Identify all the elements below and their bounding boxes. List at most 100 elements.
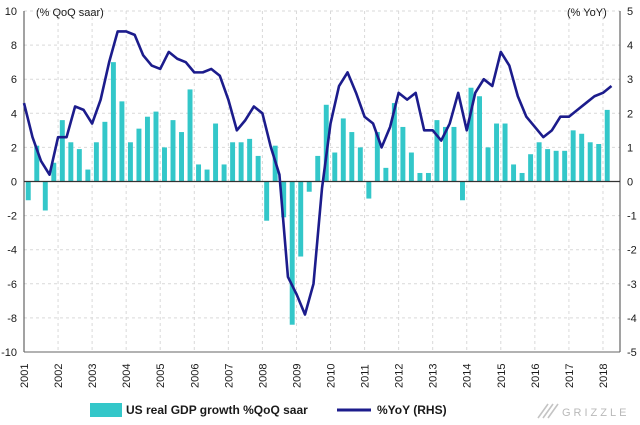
left-tick-label: 6 [11,74,17,86]
gdp-bar [179,132,184,182]
gdp-bar [340,118,346,182]
gdp-bar [434,120,440,182]
gdp-bar [136,128,142,182]
right-tick-label: -3 [627,279,637,291]
gdp-bar [357,147,363,182]
gdp-bar [596,143,602,182]
year-tick-label: 2001 [19,364,31,388]
gdp-bar [519,172,525,182]
gdp-bar [417,172,423,182]
gdp-bar [562,150,568,182]
gdp-bar [119,101,125,182]
gdp-bar [221,164,227,182]
gdp-bar [298,181,304,257]
gdp-bar [553,150,559,182]
gdp-bar [93,142,99,182]
legend-bar-swatch [90,403,122,417]
gdp-bar [85,169,91,182]
gdp-bar [204,169,210,182]
right-tick-label: 3 [627,74,633,86]
gdp-bar [477,96,482,182]
brand-name: GRIZZLE [562,407,629,419]
gdp-bar [536,142,542,182]
gdp-bar [587,142,593,182]
right-tick-label: -5 [627,347,637,359]
gdp-bar [545,149,551,182]
year-tick-label: 2008 [257,364,269,388]
right-axis-label: (% YoY) [567,7,607,19]
gdp-bar [400,126,406,182]
gdp-bar [528,154,534,182]
gdp-bar [102,121,108,182]
gdp-bar [187,89,193,182]
left-tick-label: 2 [11,142,17,154]
gdp-bar [468,87,474,182]
year-tick-label: 2011 [360,364,372,388]
gdp-bar [460,181,465,201]
year-tick-label: 2018 [598,364,610,388]
right-tick-label: 0 [627,177,633,189]
gdp-bar [144,116,150,182]
gdp-bar [374,132,380,182]
gdp-bar [255,155,261,182]
left-tick-label: 0 [11,177,17,189]
year-tick-label: 2015 [496,364,508,388]
gdp-bar [511,164,517,182]
gdp-bar [127,142,133,182]
gdp-bar [68,142,74,182]
gdp-bar [59,120,65,182]
year-tick-label: 2016 [530,364,542,388]
left-tick-label: -8 [7,313,17,325]
year-tick-label: 2012 [394,364,406,388]
gdp-bar [281,181,287,218]
gdp-bar [110,62,116,182]
right-tick-label: 5 [627,6,633,18]
gdp-bar [42,181,48,211]
legend-bar-label: US real GDP growth %QoQ saar [126,403,308,417]
year-tick-label: 2009 [291,364,303,388]
right-tick-label: 1 [627,142,633,154]
left-tick-label: -6 [7,279,17,291]
legend-line-label: %YoY (RHS) [377,403,447,417]
right-tick-label: 2 [627,108,633,120]
gdp-bar [34,145,40,182]
left-axis-label: (% QoQ saar) [36,7,104,19]
year-tick-label: 2013 [428,364,440,388]
left-tick-label: 4 [11,108,17,120]
left-tick-label: -2 [7,211,17,223]
gdp-bar [289,181,295,325]
gdp-bar [25,181,31,201]
gdp-bar [425,172,431,182]
line-series [22,30,613,316]
gdp-bar [162,147,167,182]
gdp-bar [604,109,610,182]
gdp-bar [391,103,397,182]
gdp-bar [451,126,457,182]
gdp-bar [332,152,338,182]
gdp-bar [323,104,329,182]
year-tick-label: 2007 [223,364,235,388]
gdp-bar [315,155,321,182]
year-tick-label: 2005 [155,364,167,388]
left-tick-label: 8 [11,40,17,52]
gdp-bar [502,123,508,182]
year-tick-label: 2017 [564,364,576,388]
right-tick-label: -2 [627,245,637,257]
gdp-bar [196,164,202,182]
year-tick-label: 2004 [121,364,133,388]
right-tick-label: -1 [627,211,637,223]
year-tick-label: 2010 [326,364,338,388]
legend: US real GDP growth %QoQ saar %YoY (RHS) [90,403,447,417]
gdp-bar [408,152,414,182]
gdp-bar [349,132,355,182]
brand-logo: GRIZZLE [537,403,629,419]
gdp-bar [247,138,253,182]
year-tick-label: 2014 [462,364,474,388]
gdp-bar [579,133,585,182]
gdp-bar [170,120,176,182]
gdp-bar [366,181,372,199]
left-tick-label: -4 [7,245,17,257]
gdp-bar [383,167,389,182]
gdp-bar [238,142,244,182]
gdp-bar [76,149,82,182]
